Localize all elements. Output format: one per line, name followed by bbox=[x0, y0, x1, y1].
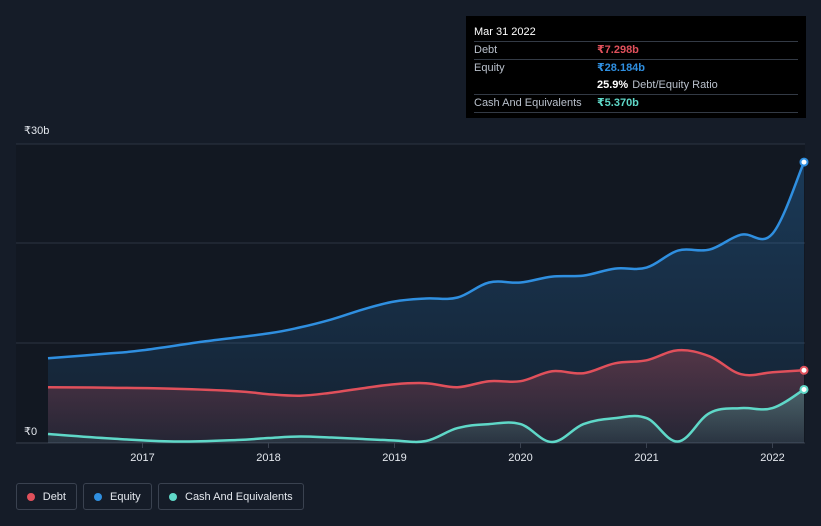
debt-end-point bbox=[799, 365, 809, 375]
tooltip-panel: Mar 31 2022 Debt ₹7.298b Equity ₹28.184b… bbox=[466, 16, 806, 118]
legend-cash-label: Cash And Equivalents bbox=[185, 490, 293, 503]
tooltip-bottom-divider bbox=[474, 112, 798, 113]
x-tick-label: 2020 bbox=[508, 452, 532, 464]
legend-item-debt[interactable]: Debt bbox=[16, 483, 77, 510]
tooltip-ratio-spacer bbox=[474, 77, 597, 94]
series-areas bbox=[48, 162, 804, 443]
x-tick-label: 2022 bbox=[760, 452, 784, 464]
cash-area bbox=[48, 389, 804, 443]
tooltip-cash-value: ₹5.370b bbox=[597, 97, 639, 109]
legend-debt-label: Debt bbox=[42, 490, 66, 503]
legend-debt-dot bbox=[27, 492, 35, 501]
x-tick-label: 2019 bbox=[382, 452, 406, 464]
legend-item-equity[interactable]: Equity bbox=[83, 483, 152, 510]
tooltip-cash-label: Cash And Equivalents bbox=[474, 97, 582, 109]
equity-end-point bbox=[799, 157, 809, 167]
x-tick-labels: 2017 2018 2019 2020 2021 2022 bbox=[130, 443, 785, 464]
legend-equity-label: Equity bbox=[110, 490, 141, 503]
equity-line bbox=[47, 161, 806, 360]
series-lines bbox=[47, 161, 806, 444]
tooltip-debt-label: Debt bbox=[474, 44, 498, 56]
tooltip-equity-value: ₹28.184b bbox=[597, 62, 646, 74]
tooltip-date: Mar 31 2022 bbox=[474, 26, 536, 38]
tooltip-ratio-label: Debt/Equity Ratio bbox=[632, 79, 718, 91]
debt-line bbox=[47, 348, 805, 397]
tooltip-equity-label: Equity bbox=[474, 62, 505, 74]
x-tick-label: 2021 bbox=[634, 452, 658, 464]
x-tick-label: 2017 bbox=[130, 452, 154, 464]
y-tick-label-zero: ₹0 bbox=[24, 426, 37, 438]
y-tick-label-top: ₹30b bbox=[24, 125, 49, 137]
cash-line bbox=[47, 388, 805, 444]
tooltip-row-cash: Cash And Equivalents ₹5.370b bbox=[474, 94, 798, 112]
legend-item-cash[interactable]: Cash And Equivalents bbox=[158, 483, 304, 510]
series-end-markers bbox=[799, 157, 809, 394]
legend-equity-dot bbox=[94, 492, 102, 501]
tooltip-row-debt: Debt ₹7.298b bbox=[474, 41, 798, 59]
tooltip-row-equity: Equity ₹28.184b bbox=[474, 59, 798, 77]
x-tick-label: 2018 bbox=[256, 452, 280, 464]
legend-cash-dot bbox=[169, 492, 177, 501]
tooltip-ratio-value: 25.9% bbox=[597, 79, 629, 91]
tooltip-debt-value: ₹7.298b bbox=[597, 44, 639, 56]
cash-end-point bbox=[799, 384, 809, 394]
tooltip-row-ratio: 25.9% Debt/Equity Ratio bbox=[474, 77, 798, 94]
